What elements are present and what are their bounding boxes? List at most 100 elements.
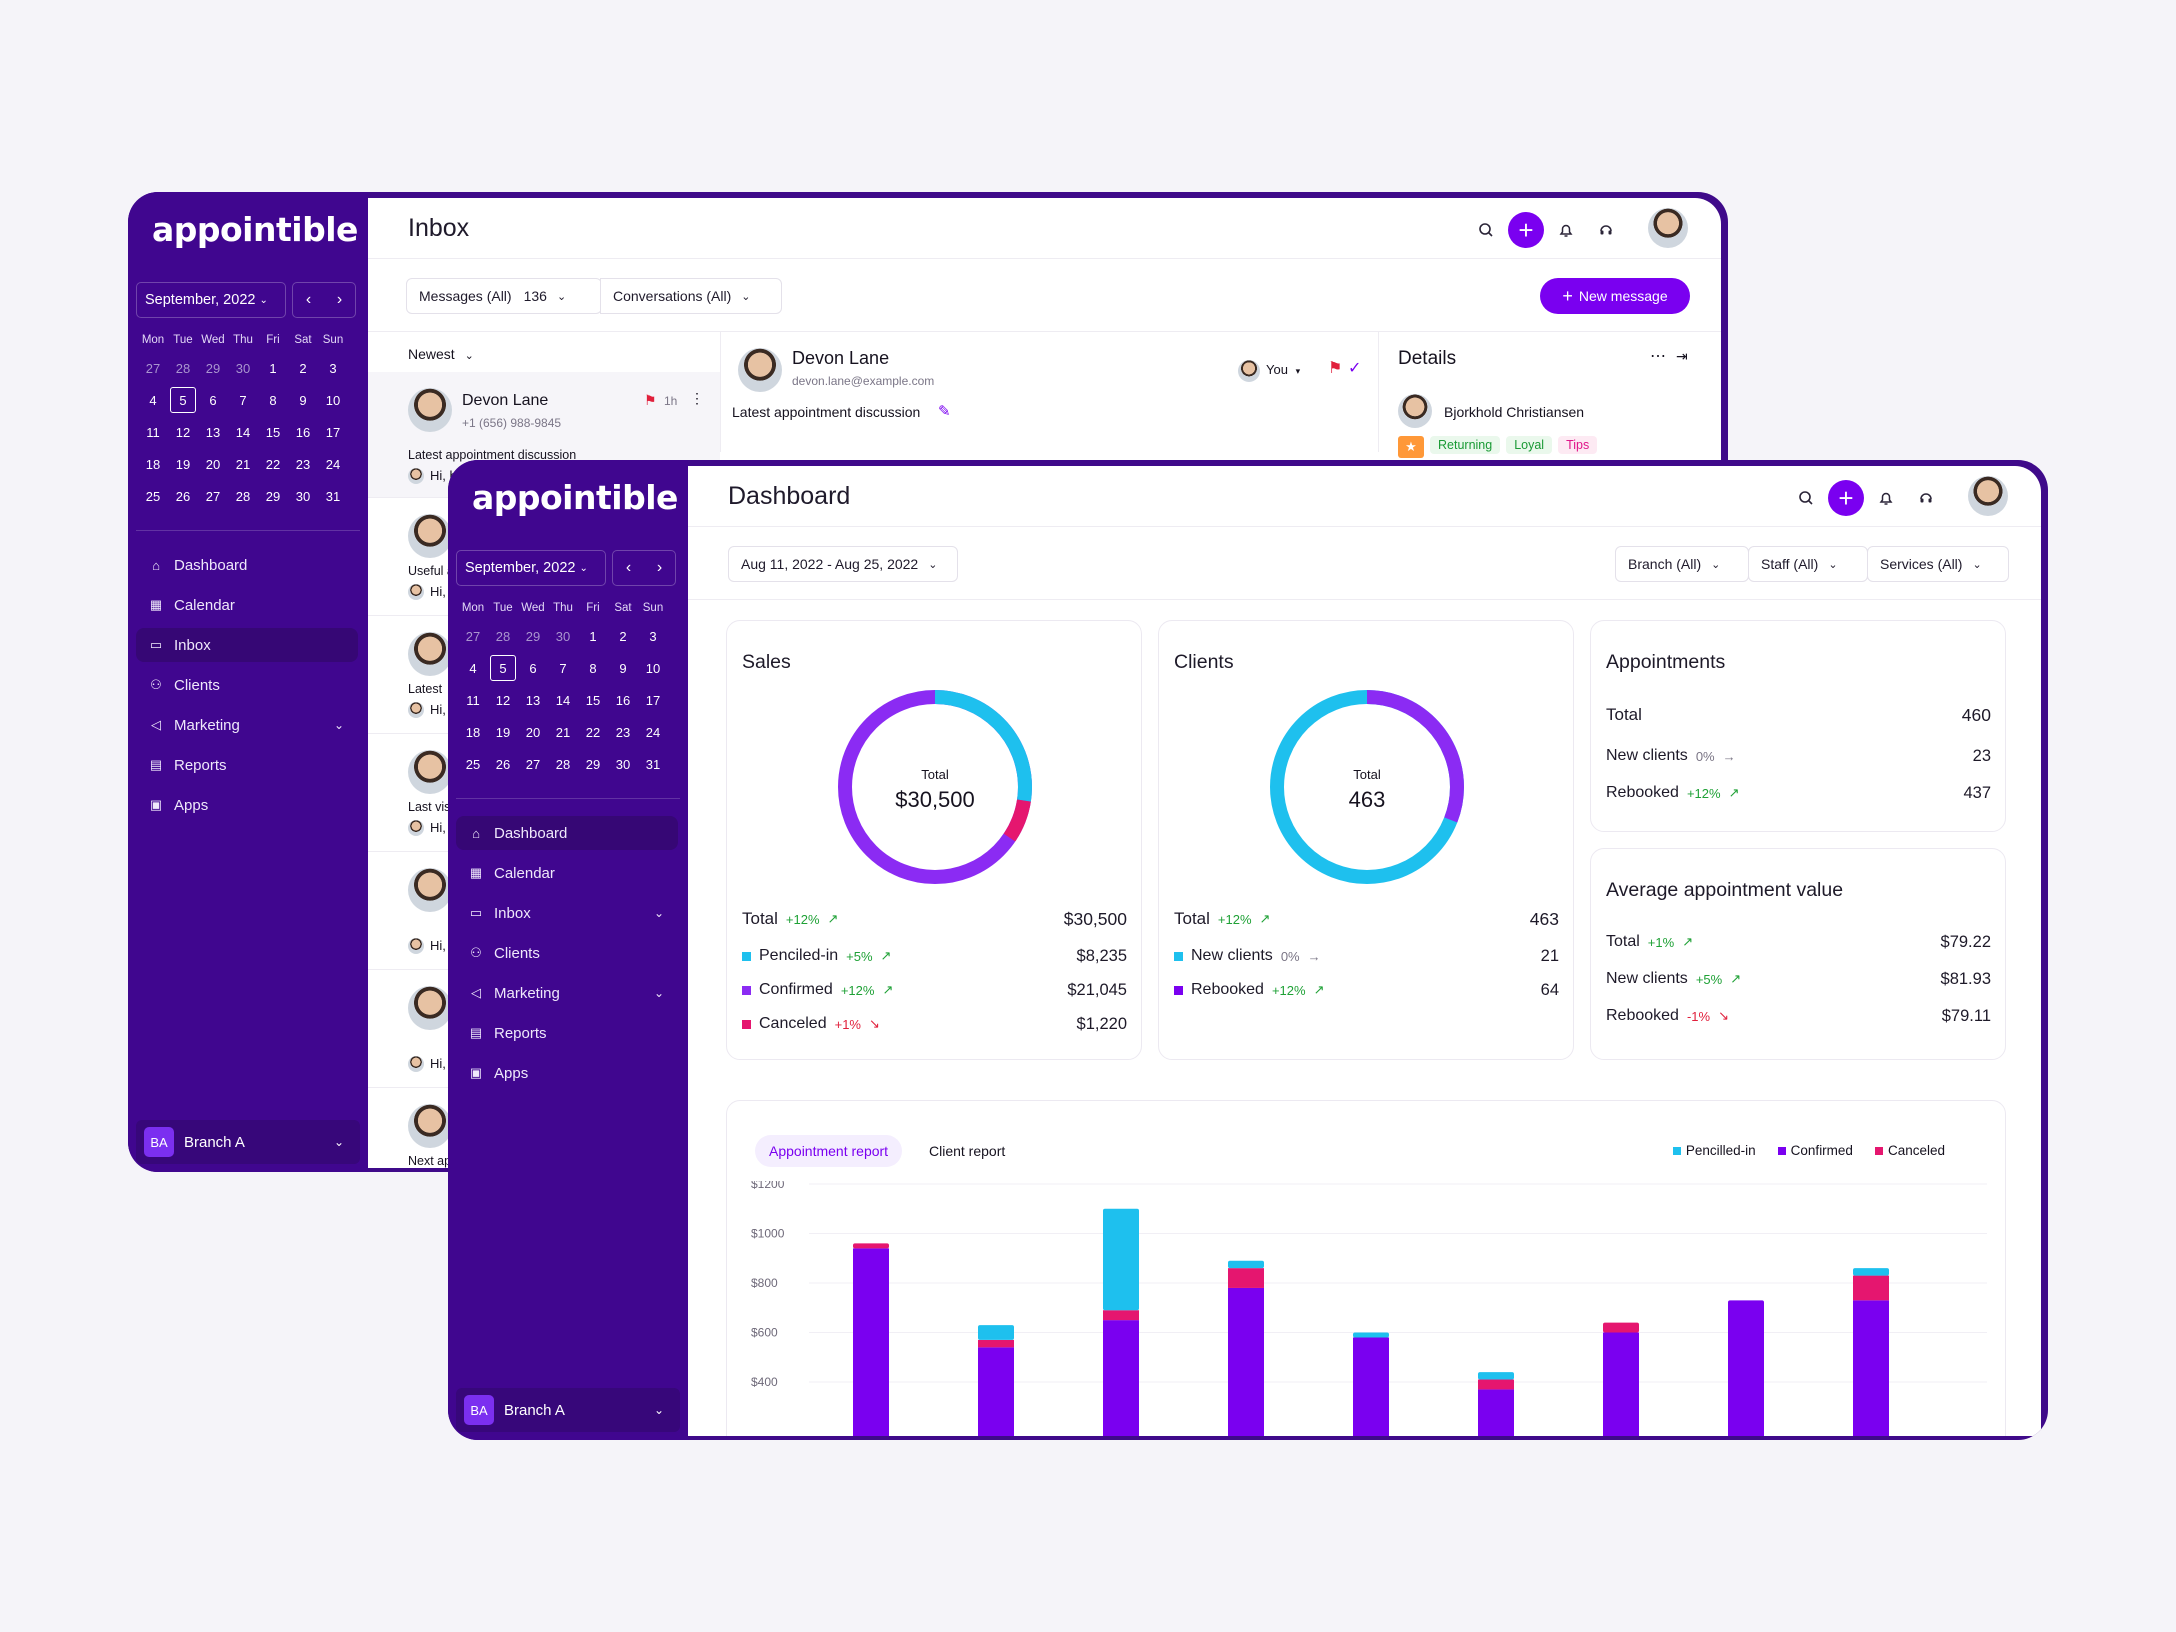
calendar-day[interactable]: 26 <box>488 748 518 780</box>
bar-confirmed[interactable] <box>853 1248 889 1436</box>
bar-pencilled-in[interactable] <box>1228 1260 1264 1269</box>
services-filter[interactable]: Services (All) ⌄ <box>1867 546 2009 582</box>
calendar-day[interactable]: 8 <box>258 384 288 416</box>
branch-selector[interactable]: BA Branch A ⌄ <box>136 1120 360 1164</box>
calendar-day[interactable]: 5 <box>168 384 198 416</box>
calendar-day[interactable]: 29 <box>258 480 288 512</box>
bar-canceled[interactable] <box>1853 1275 1889 1301</box>
add-icon[interactable]: + <box>1828 480 1864 516</box>
sort-dropdown[interactable]: Newest ⌄ <box>408 346 474 362</box>
calendar-day[interactable]: 17 <box>318 416 348 448</box>
branch-filter[interactable]: Branch (All) ⌄ <box>1615 546 1749 582</box>
calendar-day[interactable]: 28 <box>228 480 258 512</box>
calendar-day[interactable]: 2 <box>288 352 318 384</box>
user-avatar[interactable] <box>1648 208 1688 248</box>
check-icon[interactable]: ✓ <box>1348 360 1362 377</box>
next-month-icon[interactable]: › <box>656 559 663 576</box>
support-icon[interactable] <box>1914 486 1938 510</box>
bar-canceled[interactable] <box>1603 1322 1639 1333</box>
calendar-day[interactable]: 19 <box>168 448 198 480</box>
sidebar-item-clients[interactable]: ⚇ Clients <box>136 668 358 702</box>
sidebar-item-reports[interactable]: ▤ Reports <box>136 748 358 782</box>
date-range-picker[interactable]: Aug 11, 2022 - Aug 25, 2022 ⌄ <box>728 546 958 582</box>
tab-client-report[interactable]: Client report <box>929 1143 1006 1159</box>
search-icon[interactable] <box>1474 218 1498 242</box>
calendar-day[interactable]: 21 <box>548 716 578 748</box>
calendar-day[interactable]: 27 <box>458 620 488 652</box>
calendar-day[interactable]: 28 <box>168 352 198 384</box>
calendar-day[interactable]: 13 <box>518 684 548 716</box>
calendar-day[interactable]: 20 <box>518 716 548 748</box>
calendar-day[interactable]: 30 <box>608 748 638 780</box>
calendar-day[interactable]: 31 <box>318 480 348 512</box>
calendar-day[interactable]: 10 <box>318 384 348 416</box>
calendar-day[interactable]: 16 <box>288 416 318 448</box>
bar-confirmed[interactable] <box>1853 1300 1889 1436</box>
bar-pencilled-in[interactable] <box>1853 1268 1889 1276</box>
calendar-day[interactable]: 27 <box>138 352 168 384</box>
calendar-day[interactable]: 28 <box>548 748 578 780</box>
bar-confirmed[interactable] <box>1603 1332 1639 1437</box>
calendar-day[interactable]: 24 <box>638 716 668 748</box>
more-icon[interactable]: ⋮ <box>690 390 704 406</box>
calendar-day[interactable]: 28 <box>488 620 518 652</box>
prev-month-icon[interactable]: ‹ <box>625 559 632 576</box>
calendar-day[interactable]: 29 <box>198 352 228 384</box>
calendar-day[interactable]: 16 <box>608 684 638 716</box>
calendar-day[interactable]: 12 <box>168 416 198 448</box>
calendar-day[interactable]: 23 <box>608 716 638 748</box>
calendar-day[interactable]: 2 <box>608 620 638 652</box>
calendar-day[interactable]: 9 <box>288 384 318 416</box>
bar-confirmed[interactable] <box>1103 1320 1139 1436</box>
calendar-day[interactable]: 30 <box>548 620 578 652</box>
bell-icon[interactable] <box>1554 218 1578 242</box>
calendar-day[interactable]: 15 <box>258 416 288 448</box>
assignee-dropdown[interactable]: You ▾ <box>1266 362 1300 377</box>
calendar-day[interactable]: 3 <box>638 620 668 652</box>
conversations-filter[interactable]: Conversations (All) ⌄ <box>600 278 782 314</box>
tab-appointment-report[interactable]: Appointment report <box>755 1135 903 1167</box>
calendar-day[interactable]: 17 <box>638 684 668 716</box>
search-icon[interactable] <box>1794 486 1818 510</box>
sidebar-item-apps[interactable]: ▣ Apps <box>456 1056 678 1090</box>
calendar-day[interactable]: 11 <box>458 684 488 716</box>
calendar-day[interactable]: 4 <box>458 652 488 684</box>
bar-pencilled-in[interactable] <box>1103 1208 1139 1311</box>
calendar-day[interactable]: 10 <box>638 652 668 684</box>
branch-selector[interactable]: BA Branch A ⌄ <box>456 1388 680 1432</box>
calendar-day[interactable]: 8 <box>578 652 608 684</box>
calendar-day[interactable]: 12 <box>488 684 518 716</box>
sidebar-item-reports[interactable]: ▤ Reports <box>456 1016 678 1050</box>
edit-icon[interactable]: ✎ <box>938 403 951 420</box>
calendar-day[interactable]: 6 <box>198 384 228 416</box>
bar-pencilled-in[interactable] <box>1478 1372 1514 1380</box>
sidebar-item-dashboard[interactable]: ⌂ Dashboard <box>136 548 358 582</box>
sidebar-item-clients[interactable]: ⚇ Clients <box>456 936 678 970</box>
bar-confirmed[interactable] <box>1228 1287 1264 1436</box>
calendar-day[interactable]: 22 <box>578 716 608 748</box>
prev-month-icon[interactable]: ‹ <box>305 291 312 308</box>
sidebar-item-dashboard[interactable]: ⌂ Dashboard <box>456 816 678 850</box>
calendar-day[interactable]: 11 <box>138 416 168 448</box>
calendar-day[interactable]: 24 <box>318 448 348 480</box>
calendar-day[interactable]: 19 <box>488 716 518 748</box>
calendar-day[interactable]: 6 <box>518 652 548 684</box>
calendar-day[interactable]: 25 <box>138 480 168 512</box>
calendar-day[interactable]: 30 <box>288 480 318 512</box>
calendar-month-select[interactable]: September, 2022 ⌄ <box>456 550 606 586</box>
sidebar-item-inbox[interactable]: ▭ Inbox <box>136 628 358 662</box>
bar-canceled[interactable] <box>1103 1310 1139 1321</box>
bar-canceled[interactable] <box>853 1243 889 1249</box>
calendar-month-select[interactable]: September, 2022 ⌄ <box>136 282 286 318</box>
calendar-day[interactable]: 7 <box>228 384 258 416</box>
calendar-day[interactable]: 3 <box>318 352 348 384</box>
calendar-day[interactable]: 4 <box>138 384 168 416</box>
calendar-day[interactable]: 15 <box>578 684 608 716</box>
flag-icon[interactable]: ⚑ <box>644 392 657 408</box>
new-message-button[interactable]: + New message <box>1540 278 1690 314</box>
calendar-day[interactable]: 5 <box>488 652 518 684</box>
more-icon[interactable]: ⋯ <box>1650 348 1666 365</box>
support-icon[interactable] <box>1594 218 1618 242</box>
calendar-day[interactable]: 29 <box>578 748 608 780</box>
calendar-day[interactable]: 21 <box>228 448 258 480</box>
